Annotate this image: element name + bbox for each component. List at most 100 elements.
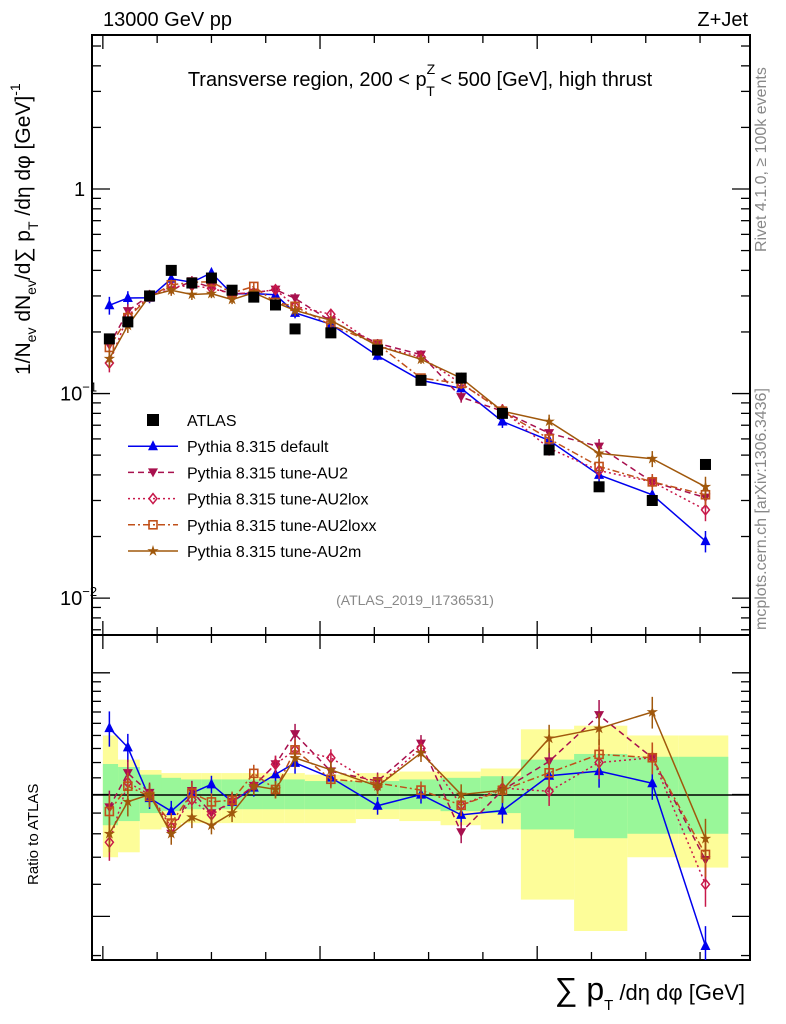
ratio-point	[166, 805, 177, 816]
x-axis-label: ∑ pT /dη dφ [GeV]	[555, 971, 745, 1014]
y-tick-label: 10−1	[60, 380, 97, 406]
data-point	[543, 415, 555, 427]
ratio-y-axis-label: Ratio to ATLAS	[25, 784, 42, 885]
ratio-point	[544, 767, 554, 778]
ratio-point	[104, 722, 115, 733]
data-point	[325, 327, 337, 339]
ratio-point	[699, 832, 712, 844]
data-point	[186, 288, 198, 300]
data-point	[144, 290, 156, 302]
ratio-frame	[91, 634, 751, 961]
series-atlas	[103, 264, 711, 506]
rivet-label: Rivet 4.1.0, ≥ 100k events	[753, 67, 770, 252]
data-point	[372, 344, 384, 356]
data-point	[165, 284, 177, 296]
ratio-point	[104, 806, 115, 817]
data-point	[205, 272, 217, 284]
ratio-point	[647, 752, 658, 763]
data-point	[103, 333, 115, 345]
plot-title: Transverse region, 200 < pZ T < 500 [GeV]…	[188, 61, 653, 99]
legend-marker	[148, 492, 158, 505]
data-point	[415, 374, 427, 386]
data-point	[325, 314, 337, 326]
ratio-point	[206, 797, 217, 807]
header-right: Z+Jet	[697, 9, 748, 31]
data-point	[647, 477, 658, 487]
data-point	[165, 264, 177, 276]
data-point	[248, 291, 260, 303]
data-point	[226, 284, 238, 296]
series-line-main	[108, 280, 706, 496]
ratio-point	[544, 785, 555, 798]
ratio-point	[270, 758, 281, 771]
legend-item: Pythia 8.315 tune-AU2m	[128, 544, 361, 561]
legend-item: Pythia 8.315 default	[128, 439, 329, 456]
ratio-point	[496, 784, 509, 796]
legend-label: Pythia 8.315 tune-AU2	[187, 465, 348, 482]
axis-ticks	[92, 35, 750, 960]
data-point	[122, 316, 134, 328]
data-point	[544, 434, 554, 444]
y-tick-label: 10−2	[60, 584, 97, 610]
ratio-point	[248, 779, 260, 791]
legend-label: Pythia 8.315 tune-AU2loxx	[187, 518, 376, 535]
ratio-point	[543, 732, 555, 744]
ratio-point	[415, 747, 427, 758]
chart-marks	[103, 264, 712, 960]
ratio-point	[186, 811, 198, 823]
legend-item: ATLAS	[147, 413, 237, 430]
data-point	[593, 447, 605, 459]
legend-marker	[148, 468, 158, 478]
legend-label: Pythia 8.315 tune-AU2lox	[187, 492, 368, 509]
data-point	[415, 353, 427, 365]
header-left: 13000 GeV pp	[103, 9, 232, 31]
legend-item: Pythia 8.315 tune-AU2lox	[128, 492, 368, 509]
legend-marker	[147, 545, 159, 556]
ratio-point	[226, 807, 238, 818]
legend-label: ATLAS	[187, 413, 237, 430]
data-point	[699, 458, 711, 470]
analysis-id: (ATLAS_2019_I1736531)	[336, 592, 494, 608]
mcplots-label: mcplots.cern.ch [arXiv:1306.3436]	[753, 388, 770, 630]
data-point	[456, 393, 467, 403]
ratio-point	[371, 780, 384, 791]
data-point	[289, 323, 301, 335]
legend-marker	[148, 440, 158, 451]
y-axis-label: 1/Nev dNev/d∑ pT /dη dφ [GeV]-1	[7, 83, 41, 375]
ratio-point	[269, 783, 282, 795]
ratio-point	[647, 777, 658, 788]
ratio-point	[187, 788, 197, 798]
legend-marker	[147, 414, 159, 426]
data-point	[289, 304, 301, 316]
data-point	[700, 503, 711, 517]
data-point	[646, 452, 658, 464]
ratio-point	[122, 741, 133, 752]
ratio-point	[206, 778, 217, 789]
ratio-point	[372, 799, 383, 810]
ratio-point	[646, 706, 658, 717]
data-point	[594, 464, 605, 477]
ratio-point	[416, 785, 426, 795]
data-point	[593, 481, 605, 493]
y-tick-label: 1	[74, 179, 85, 201]
legend-item: Pythia 8.315 tune-AU2loxx	[128, 518, 376, 535]
data-point	[270, 299, 282, 311]
data-point	[104, 299, 115, 310]
ratio-point	[455, 788, 467, 800]
data-point	[226, 293, 238, 305]
data-point	[186, 277, 198, 289]
ratio-band-inner	[574, 753, 628, 839]
legend: ATLAS Pythia 8.315 default Pythia 8.315 tu…	[128, 413, 376, 561]
data-point	[646, 494, 658, 506]
legend-label: Pythia 8.315 tune-AU2m	[187, 544, 361, 561]
ratio-point	[456, 828, 467, 838]
data-point	[455, 372, 467, 384]
data-point	[543, 444, 555, 456]
data-point	[103, 352, 116, 364]
ratio-point	[700, 940, 711, 951]
data-point	[594, 461, 604, 472]
data-point	[700, 535, 711, 546]
legend-marker	[148, 519, 158, 530]
ratio-point	[143, 788, 156, 800]
ratio-point	[289, 751, 301, 763]
